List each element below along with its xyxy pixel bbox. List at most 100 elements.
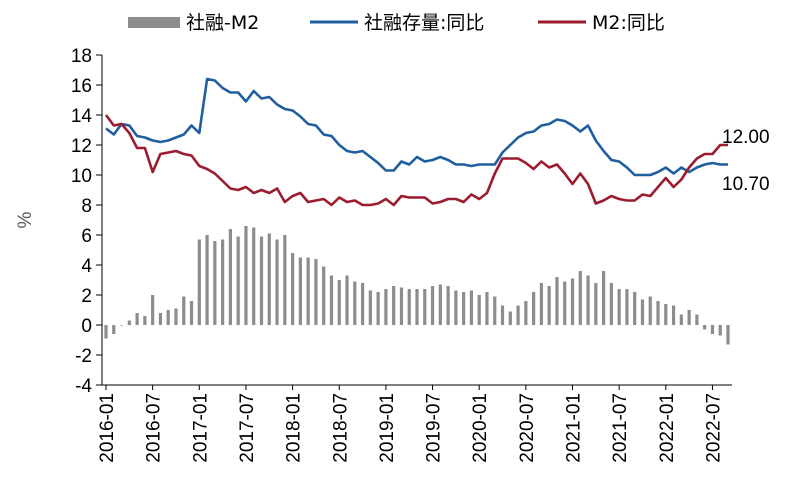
bar-shrong-m2 (384, 289, 388, 325)
bar-shrong-m2 (524, 301, 528, 325)
annotation-m2-last: 12.00 (722, 127, 770, 148)
bar-shrong-m2 (656, 301, 660, 325)
bar-shrong-m2 (127, 320, 131, 325)
bar-shrong-m2 (703, 325, 707, 330)
bar-shrong-m2 (539, 283, 543, 325)
annotation-tsf-last: 10.70 (722, 174, 770, 195)
bar-shrong-m2 (213, 241, 217, 325)
bar-shrong-m2 (143, 316, 147, 325)
bar-shrong-m2 (392, 286, 396, 325)
x-tick-label: 2022-07 (704, 393, 725, 463)
bar-shrong-m2 (360, 283, 365, 325)
x-tick-label: 2022-01 (657, 393, 678, 463)
bar-shrong-m2 (640, 299, 645, 325)
bar-shrong-m2 (516, 305, 520, 325)
legend-label-bar: 社融-M2 (186, 12, 259, 34)
bar-shrong-m2 (671, 305, 676, 325)
bar-shrong-m2 (283, 235, 287, 325)
bar-shrong-m2 (532, 292, 536, 325)
bar-shrong-m2 (570, 278, 575, 325)
bar-shrong-m2 (477, 295, 481, 325)
bar-shrong-m2 (710, 325, 715, 334)
bar-shrong-m2 (228, 229, 232, 325)
bar-shrong-m2 (267, 233, 271, 325)
bar-shrong-m2 (252, 227, 256, 325)
bar-shrong-m2 (500, 305, 505, 325)
bar-shrong-m2 (423, 289, 427, 325)
bar-shrong-m2 (485, 292, 489, 325)
y-axis-label: % (15, 211, 36, 228)
y-tick-label: 0 (81, 316, 92, 337)
y-tick-label: 14 (71, 106, 93, 127)
line-series (104, 77, 728, 207)
x-tick-label: 2020-07 (517, 393, 538, 463)
x-tick-label: 2018-01 (284, 393, 305, 463)
bar-shrong-m2 (399, 287, 404, 325)
y-tick-label: 8 (81, 196, 92, 217)
bar-shrong-m2 (594, 283, 598, 325)
bar-shrong-m2 (221, 239, 225, 325)
bar-shrong-m2 (306, 257, 310, 325)
bar-shrong-m2 (322, 266, 326, 325)
y-tick-label: 4 (81, 256, 92, 277)
legend-label-tsf-stock: 社融存量:同比 (364, 12, 484, 34)
bar-shrong-m2 (648, 296, 652, 325)
x-tick-label: 2017-01 (190, 393, 211, 463)
bar-shrong-m2 (469, 290, 474, 325)
bar-shrong-m2 (189, 301, 194, 325)
x-tick-label: 2016-07 (144, 393, 165, 463)
bar-shrong-m2 (337, 280, 341, 325)
y-axis: -4 -2 0 2 4 6 8 10 12 14 16 18 (71, 46, 102, 397)
bar-shrong-m2 (135, 313, 139, 325)
bar-shrong-m2 (182, 296, 186, 325)
bar-shrong-m2 (174, 308, 178, 325)
bar-shrong-m2 (407, 289, 411, 325)
y-tick-label: -2 (75, 346, 92, 367)
bar-shrong-m2 (664, 304, 668, 325)
bar-shrong-m2 (205, 235, 209, 325)
bar-shrong-m2 (617, 289, 621, 325)
bar-shrong-m2 (236, 236, 240, 325)
bar-series (104, 226, 730, 345)
x-axis: 2016-01 2016-07 2017-01 2017-07 2018-01 2018-… (97, 385, 725, 463)
y-tick-label: 6 (81, 226, 92, 247)
bar-shrong-m2 (329, 275, 334, 325)
bar-shrong-m2 (679, 314, 683, 325)
bar-shrong-m2 (415, 289, 419, 325)
bar-shrong-m2 (454, 290, 458, 325)
bar-shrong-m2 (368, 290, 372, 325)
y-tick-label: 12 (71, 136, 92, 157)
bar-shrong-m2 (119, 325, 124, 326)
bar-shrong-m2 (687, 310, 691, 325)
bar-shrong-m2 (314, 259, 318, 325)
x-tick-label: 2017-07 (237, 393, 258, 463)
bar-shrong-m2 (298, 257, 302, 325)
bar-shrong-m2 (493, 296, 497, 325)
line-m2-yoy (104, 114, 728, 207)
bar-shrong-m2 (462, 292, 466, 325)
bar-shrong-m2 (259, 236, 264, 325)
bar-shrong-m2 (166, 310, 170, 325)
bar-shrong-m2 (547, 286, 551, 325)
bar-shrong-m2 (609, 283, 613, 325)
x-tick-label: 2019-01 (377, 393, 398, 463)
bar-shrong-m2 (430, 286, 435, 325)
legend-label-m2: M2:同比 (592, 12, 665, 34)
bar-shrong-m2 (158, 313, 163, 325)
bar-shrong-m2 (726, 325, 730, 345)
bar-shrong-m2 (695, 314, 699, 325)
bar-shrong-m2 (633, 292, 637, 325)
bar-shrong-m2 (718, 325, 722, 336)
bar-shrong-m2 (112, 325, 116, 334)
bar-shrong-m2 (508, 311, 512, 325)
y-tick-label: 18 (71, 46, 92, 67)
bar-shrong-m2 (104, 325, 108, 339)
bar-shrong-m2 (291, 253, 295, 325)
x-tick-label: 2018-07 (330, 393, 351, 463)
x-tick-label: 2016-01 (97, 393, 118, 463)
y-tick-label: 2 (81, 286, 92, 307)
bar-shrong-m2 (438, 284, 442, 325)
bar-shrong-m2 (275, 239, 279, 325)
x-tick-label: 2020-01 (470, 393, 491, 463)
